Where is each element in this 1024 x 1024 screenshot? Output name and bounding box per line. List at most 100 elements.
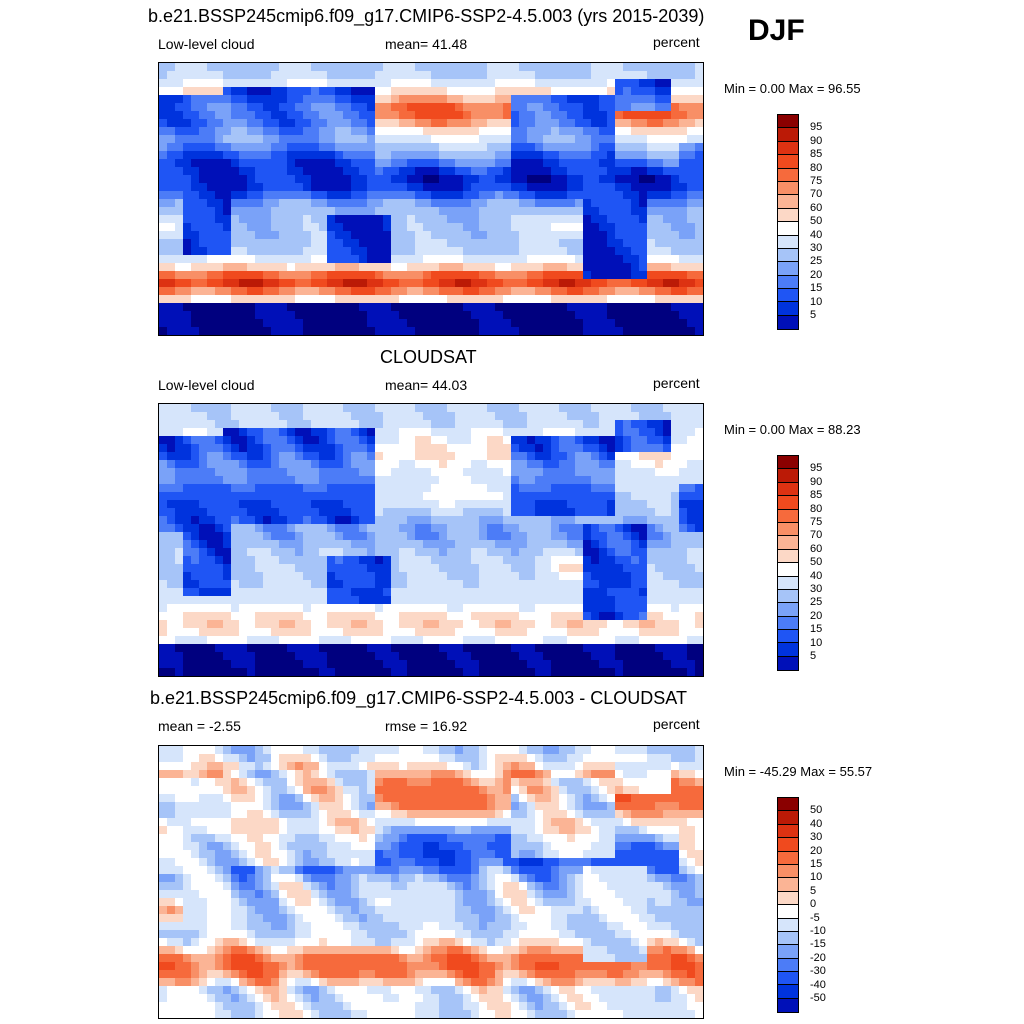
- heatmap-cell: [311, 746, 319, 754]
- heatmap-cell: [239, 95, 247, 103]
- heatmap-cell: [583, 762, 591, 770]
- heatmap-cell: [679, 652, 687, 660]
- heatmap-cell: [351, 191, 359, 199]
- heatmap-cell: [503, 484, 511, 492]
- heatmap-cell: [551, 572, 559, 580]
- heatmap-cell: [431, 151, 439, 159]
- heatmap-cell: [231, 468, 239, 476]
- heatmap-cell: [607, 103, 615, 111]
- heatmap-cell: [511, 516, 519, 524]
- heatmap-cell: [575, 620, 583, 628]
- heatmap-cell: [415, 87, 423, 95]
- heatmap-cell: [455, 239, 463, 247]
- heatmap-cell: [215, 564, 223, 572]
- heatmap-cell: [439, 524, 447, 532]
- heatmap-cell: [391, 207, 399, 215]
- heatmap-cell: [263, 287, 271, 295]
- heatmap-cell: [247, 111, 255, 119]
- heatmap-cell: [415, 580, 423, 588]
- heatmap-cell: [183, 572, 191, 580]
- heatmap-cell: [687, 191, 695, 199]
- heatmap-cell: [671, 303, 679, 311]
- heatmap-cell: [623, 620, 631, 628]
- heatmap-cell: [255, 778, 263, 786]
- heatmap-cell: [407, 183, 415, 191]
- heatmap-cell: [407, 127, 415, 135]
- heatmap-cell: [287, 287, 295, 295]
- heatmap-cell: [687, 287, 695, 295]
- heatmap-cell: [207, 95, 215, 103]
- heatmap-cell: [255, 564, 263, 572]
- heatmap-cell: [183, 327, 191, 335]
- heatmap-cell: [511, 71, 519, 79]
- heatmap-cell: [607, 444, 615, 452]
- heatmap-cell: [311, 311, 319, 319]
- heatmap-cell: [671, 103, 679, 111]
- heatmap-cell: [679, 580, 687, 588]
- heatmap-cell: [375, 151, 383, 159]
- heatmap-cell: [215, 612, 223, 620]
- heatmap-cell: [415, 111, 423, 119]
- heatmap-cell: [255, 119, 263, 127]
- heatmap-cell: [367, 516, 375, 524]
- heatmap-cell: [183, 247, 191, 255]
- heatmap-cell: [375, 612, 383, 620]
- heatmap-cell: [647, 167, 655, 175]
- heatmap-cell: [359, 588, 367, 596]
- heatmap-cell: [503, 199, 511, 207]
- heatmap-cell: [271, 770, 279, 778]
- heatmap-cell: [607, 95, 615, 103]
- heatmap-cell: [295, 87, 303, 95]
- heatmap-cell: [183, 540, 191, 548]
- heatmap-cell: [319, 191, 327, 199]
- heatmap-cell: [599, 103, 607, 111]
- heatmap-cell: [615, 620, 623, 628]
- heatmap-cell: [335, 754, 343, 762]
- heatmap-cell: [183, 476, 191, 484]
- heatmap-cell: [631, 119, 639, 127]
- heatmap-cell: [215, 119, 223, 127]
- heatmap-cell: [191, 167, 199, 175]
- heatmap-cell: [335, 311, 343, 319]
- heatmap-cell: [391, 770, 399, 778]
- heatmap-cell: [303, 127, 311, 135]
- heatmap-cell: [583, 620, 591, 628]
- heatmap-cell: [527, 167, 535, 175]
- heatmap-cell: [607, 287, 615, 295]
- heatmap-cell: [295, 239, 303, 247]
- heatmap-cell: [287, 564, 295, 572]
- heatmap-cell: [543, 404, 551, 412]
- heatmap-cell: [183, 604, 191, 612]
- heatmap-cell: [479, 127, 487, 135]
- heatmap-cell: [287, 207, 295, 215]
- heatmap-cell: [351, 476, 359, 484]
- heatmap-cell: [655, 628, 663, 636]
- heatmap-cell: [479, 271, 487, 279]
- heatmap-cell: [319, 71, 327, 79]
- heatmap-cell: [319, 412, 327, 420]
- heatmap-cell: [647, 612, 655, 620]
- heatmap-cell: [623, 628, 631, 636]
- heatmap-cell: [335, 191, 343, 199]
- heatmap-cell: [167, 492, 175, 500]
- heatmap-cell: [175, 596, 183, 604]
- heatmap-cell: [599, 404, 607, 412]
- heatmap-cell: [175, 628, 183, 636]
- heatmap-cell: [183, 135, 191, 143]
- heatmap-cell: [647, 762, 655, 770]
- heatmap-cell: [431, 532, 439, 540]
- heatmap-cell: [407, 620, 415, 628]
- heatmap-cell: [567, 404, 575, 412]
- heatmap-cell: [551, 588, 559, 596]
- heatmap-cell: [295, 71, 303, 79]
- heatmap-cell: [279, 468, 287, 476]
- heatmap-cell: [495, 63, 503, 71]
- heatmap-cell: [639, 644, 647, 652]
- heatmap-cell: [471, 199, 479, 207]
- heatmap-cell: [207, 279, 215, 287]
- heatmap-cell: [503, 327, 511, 335]
- heatmap-cell: [415, 636, 423, 644]
- heatmap-cell: [359, 628, 367, 636]
- heatmap-cell: [375, 556, 383, 564]
- heatmap-cell: [287, 127, 295, 135]
